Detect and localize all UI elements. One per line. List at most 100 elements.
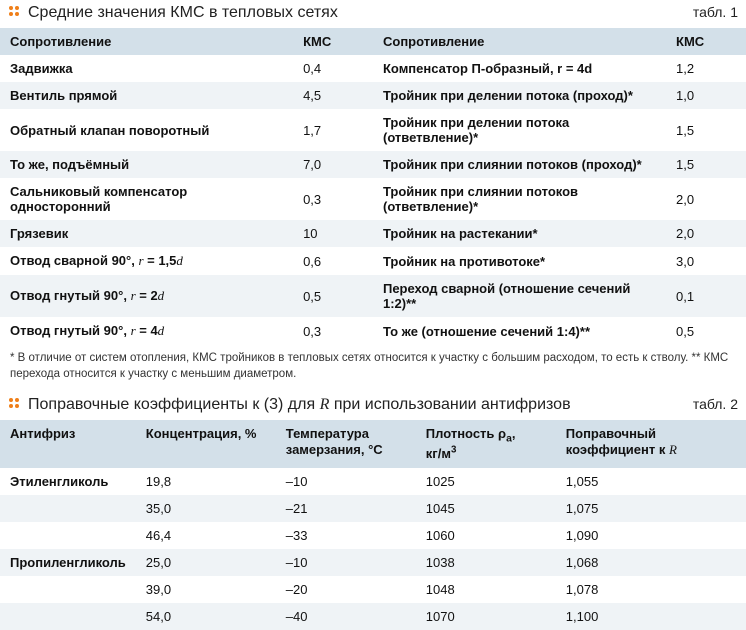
bullet-icon: [8, 397, 22, 409]
t2-h-a: Антифриз: [0, 420, 136, 468]
t2-conc: 46,4: [136, 522, 276, 549]
t2-h-c: Температуразамерзания, °C: [276, 420, 416, 468]
t1-left-kmc: 7,0: [293, 151, 373, 178]
table-row: Грязевик10Тройник на растекании*2,0: [0, 220, 746, 247]
table-row: Вентиль прямой4,5Тройник при делении пот…: [0, 82, 746, 109]
t2-coef: 1,100: [556, 603, 746, 630]
t1-right-cell: Тройник при слиянии потоков (проход)*: [373, 151, 666, 178]
table-row: Сальниковый компенсатор односторонний0,3…: [0, 178, 746, 220]
t1-right-kmc: 0,5: [666, 317, 746, 345]
t1-left-cell: Отвод гнутый 90°, r = 2d: [0, 275, 293, 317]
t1-right-kmc: 3,0: [666, 247, 746, 275]
table-row: То же, подъёмный7,0Тройник при слиянии п…: [0, 151, 746, 178]
table1-title-row: Средние значения КМС в тепловых сетях та…: [0, 0, 746, 28]
t1-left-kmc: 0,3: [293, 317, 373, 345]
t2-dens: 1048: [416, 576, 556, 603]
t1-right-cell: Переход сварной (отношение сечений 1:2)*…: [373, 275, 666, 317]
t1-h-right: Сопротивление: [373, 28, 666, 55]
t1-right-cell: То же (отношение сечений 1:4)**: [373, 317, 666, 345]
table1-head-row: Сопротивление КМС Сопротивление КМС: [0, 28, 746, 55]
t1-right-kmc: 0,1: [666, 275, 746, 317]
t1-right-cell: Тройник на противотоке*: [373, 247, 666, 275]
table1-title: Средние значения КМС в тепловых сетях: [28, 4, 685, 22]
t2-h-b: Концентрация, %: [136, 420, 276, 468]
t2-temp: –21: [276, 495, 416, 522]
table-row: 35,0–2110451,075: [0, 495, 746, 522]
t1-left-cell: То же, подъёмный: [0, 151, 293, 178]
table2: Антифриз Концентрация, % Температуразаме…: [0, 420, 746, 630]
t2-conc: 19,8: [136, 468, 276, 495]
t2-name: Пропиленгликоль: [0, 549, 136, 576]
t1-right-kmc: 1,0: [666, 82, 746, 109]
table-row: Задвижка0,4Компенсатор П-образный, r = 4…: [0, 55, 746, 82]
t2-dens: 1025: [416, 468, 556, 495]
t1-left-cell: Отвод сварной 90°, r = 1,5d: [0, 247, 293, 275]
t1-left-kmc: 10: [293, 220, 373, 247]
table-row: Отвод сварной 90°, r = 1,5d0,6Тройник на…: [0, 247, 746, 275]
t1-h-left: Сопротивление: [0, 28, 293, 55]
table1: Сопротивление КМС Сопротивление КМС Задв…: [0, 28, 746, 345]
t1-right-kmc: 1,5: [666, 109, 746, 151]
t1-right-cell: Тройник при слиянии потоков (ответвление…: [373, 178, 666, 220]
table-row: 46,4–3310601,090: [0, 522, 746, 549]
table-row: 39,0–2010481,078: [0, 576, 746, 603]
table2-title: Поправочные коэффициенты к (3) для R при…: [28, 396, 685, 414]
t1-left-cell: Обратный клапан поворотный: [0, 109, 293, 151]
t1-right-cell: Тройник при делении потока (ответвление)…: [373, 109, 666, 151]
t1-left-cell: Задвижка: [0, 55, 293, 82]
t2-dens: 1070: [416, 603, 556, 630]
t1-left-kmc: 0,3: [293, 178, 373, 220]
table2-title-row: Поправочные коэффициенты к (3) для R при…: [0, 392, 746, 420]
table-row: Обратный клапан поворотный1,7Тройник при…: [0, 109, 746, 151]
t2-conc: 25,0: [136, 549, 276, 576]
t2-coef: 1,090: [556, 522, 746, 549]
t2-conc: 35,0: [136, 495, 276, 522]
table1-label: табл. 1: [685, 4, 738, 20]
t1-right-cell: Компенсатор П-образный, r = 4d: [373, 55, 666, 82]
t2-temp: –20: [276, 576, 416, 603]
table-row: 54,0–4010701,100: [0, 603, 746, 630]
t1-left-cell: Грязевик: [0, 220, 293, 247]
t1-right-kmc: 2,0: [666, 178, 746, 220]
t1-right-kmc: 1,2: [666, 55, 746, 82]
t2-dens: 1038: [416, 549, 556, 576]
t2-name: [0, 576, 136, 603]
t2-coef: 1,075: [556, 495, 746, 522]
t2-name: [0, 495, 136, 522]
table-row: Этиленгликоль19,8–1010251,055: [0, 468, 746, 495]
bullet-icon: [8, 5, 22, 17]
t2-h-d: Плотность ρa,кг/м3: [416, 420, 556, 468]
t1-h-lkmc: КМС: [293, 28, 373, 55]
t1-left-cell: Вентиль прямой: [0, 82, 293, 109]
table1-block: Средние значения КМС в тепловых сетях та…: [0, 0, 746, 392]
table2-label: табл. 2: [685, 396, 738, 412]
t1-left-cell: Сальниковый компенсатор односторонний: [0, 178, 293, 220]
table2-block: Поправочные коэффициенты к (3) для R при…: [0, 392, 746, 630]
t2-temp: –10: [276, 468, 416, 495]
table2-head-row: Антифриз Концентрация, % Температуразаме…: [0, 420, 746, 468]
t2-dens: 1045: [416, 495, 556, 522]
t2-name: [0, 603, 136, 630]
t1-left-kmc: 1,7: [293, 109, 373, 151]
t2-coef: 1,078: [556, 576, 746, 603]
table-row: Отвод гнутый 90°, r = 4d0,3То же (отноше…: [0, 317, 746, 345]
table-row: Отвод гнутый 90°, r = 2d0,5Переход сварн…: [0, 275, 746, 317]
t2-temp: –40: [276, 603, 416, 630]
t1-left-cell: Отвод гнутый 90°, r = 4d: [0, 317, 293, 345]
t1-h-rkmc: КМС: [666, 28, 746, 55]
t2-name: Этиленгликоль: [0, 468, 136, 495]
t2-h-e: Поправочныйкоэффициент к R: [556, 420, 746, 468]
t2-temp: –33: [276, 522, 416, 549]
t2-name: [0, 522, 136, 549]
t1-left-kmc: 0,6: [293, 247, 373, 275]
t2-coef: 1,055: [556, 468, 746, 495]
t2-conc: 39,0: [136, 576, 276, 603]
t1-left-kmc: 4,5: [293, 82, 373, 109]
t1-left-kmc: 0,5: [293, 275, 373, 317]
table1-footnote: * В отличие от систем отопления, КМС тро…: [0, 345, 746, 392]
t1-right-kmc: 2,0: [666, 220, 746, 247]
t1-right-cell: Тройник при делении потока (проход)*: [373, 82, 666, 109]
t1-left-kmc: 0,4: [293, 55, 373, 82]
t1-right-cell: Тройник на растекании*: [373, 220, 666, 247]
table-row: Пропиленгликоль25,0–1010381,068: [0, 549, 746, 576]
